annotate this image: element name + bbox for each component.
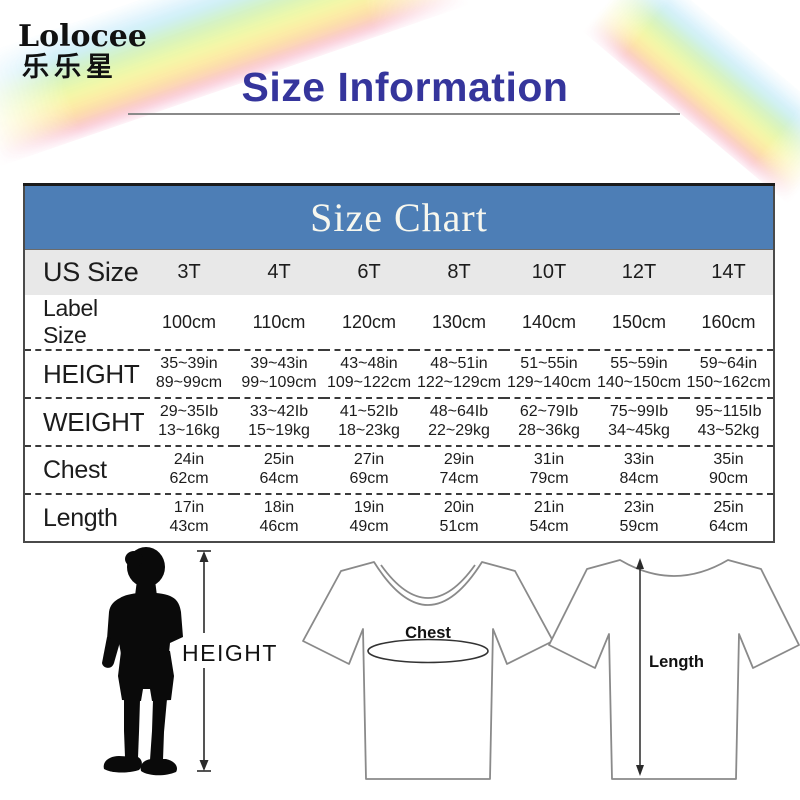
label-size-value: 120cm [324,295,414,351]
length-value: 23in 59cm [619,499,659,535]
us-size-value: 10T [504,249,594,295]
label-size-value: 140cm [504,295,594,351]
row-label-chest: Chest [24,446,144,495]
us-size-value: 4T [234,249,324,295]
height-value: 59~64in 150~162cm [684,350,774,399]
height-row: HEIGHT 35~39in 89~99cm 39~43in 99~109cm 43… [24,350,774,399]
us-size-value: 12T [594,249,684,295]
weight-value: 29~35Ib 13~16kg [144,398,234,447]
title-underline [128,113,680,115]
page-title: Size Information [241,64,569,110]
table-header-row: Size Chart [24,184,774,250]
row-label-label-size: Label Size [24,295,144,351]
chest-measure-ellipse [367,638,489,664]
chest-row: Chest 24in 62cm 25in 64cm 27in 69cm 29in 74c… [24,446,774,495]
height-value: 51~55in 129~140cm [504,350,594,399]
chest-value: 33in 84cm [594,446,684,495]
label-size-row: Label Size 100cm 110cm 120cm 130cm 140cm… [24,295,774,351]
row-label-us-size: US Size [24,249,144,295]
brand-name-english: Lolocee [18,19,147,54]
label-size-value: 130cm [414,295,504,351]
height-value: 43~48in 109~122cm [324,350,414,399]
weight-value: 62~79Ib 28~36kg [504,398,594,447]
height-value: 48~51in 122~129cm [414,350,504,399]
label-size-value: 150cm [594,295,684,351]
length-value: 19in 49cm [349,499,389,535]
size-chart-table: Size Chart US Size 3T 4T 6T 8T 10T 12T 1… [23,183,775,543]
brand-name-chinese: 乐乐星 [22,52,118,82]
us-size-value: 3T [144,249,234,295]
height-arrow [197,550,211,772]
weight-row: WEIGHT 29~35Ib 13~16kg 33~42Ib 15~19kg 41~… [24,398,774,447]
length-value: 21in 54cm [529,499,569,535]
chest-diagram-label: Chest [405,624,451,642]
chest-value: 25in 64cm [234,446,324,495]
row-label-length: Length [43,503,118,532]
height-value: 55~59in 140~150cm [594,350,684,399]
weight-value: 75~99Ib 34~45kg [594,398,684,447]
length-value: 17in 43cm [169,499,209,535]
height-value: 39~43in 99~109cm [234,350,324,399]
brand-logo: Lolocee 乐乐星 [18,22,147,81]
length-row: Length 17in 43cm 18in 46cm 19in 49cm 20in 51… [24,494,774,542]
chest-value: 35in 90cm [684,446,774,495]
row-label-weight: WEIGHT [24,398,144,447]
child-silhouette [102,547,183,776]
us-size-value: 8T [414,249,504,295]
length-value: 25in 64cm [708,499,749,535]
tshirt-front [302,561,554,780]
chest-value: 31in 79cm [504,446,594,495]
label-size-value: 110cm [234,295,324,351]
chest-value: 27in 69cm [324,446,414,495]
weight-value: 33~42Ib 15~19kg [234,398,324,447]
length-value: 18in 46cm [259,499,299,535]
length-arrow [636,558,644,776]
weight-value: 48~64Ib 22~29kg [414,398,504,447]
chest-value: 24in 62cm [144,446,234,495]
label-size-value: 160cm [684,295,774,351]
label-size-value: 100cm [144,295,234,351]
measurement-diagram-svg: HEIGHT Chest Length [102,547,800,780]
weight-value: 41~52Ib 18~23kg [324,398,414,447]
weight-value: 95~115Ib 43~52kg [684,398,774,447]
us-size-value: 6T [324,249,414,295]
row-label-height: HEIGHT [24,350,144,399]
us-size-row: US Size 3T 4T 6T 8T 10T 12T 14T [24,249,774,295]
length-diagram-label: Length [649,653,704,671]
chest-value: 29in 74cm [414,446,504,495]
length-value: 20in 51cm [439,499,479,535]
height-value: 35~39in 89~99cm [144,350,234,399]
size-chart-title: Size Chart [24,184,774,250]
height-diagram-label: HEIGHT [182,640,278,666]
measurement-diagram: HEIGHT Chest Length [0,520,800,800]
tshirt-back [548,559,800,780]
us-size-value: 14T [684,249,774,295]
